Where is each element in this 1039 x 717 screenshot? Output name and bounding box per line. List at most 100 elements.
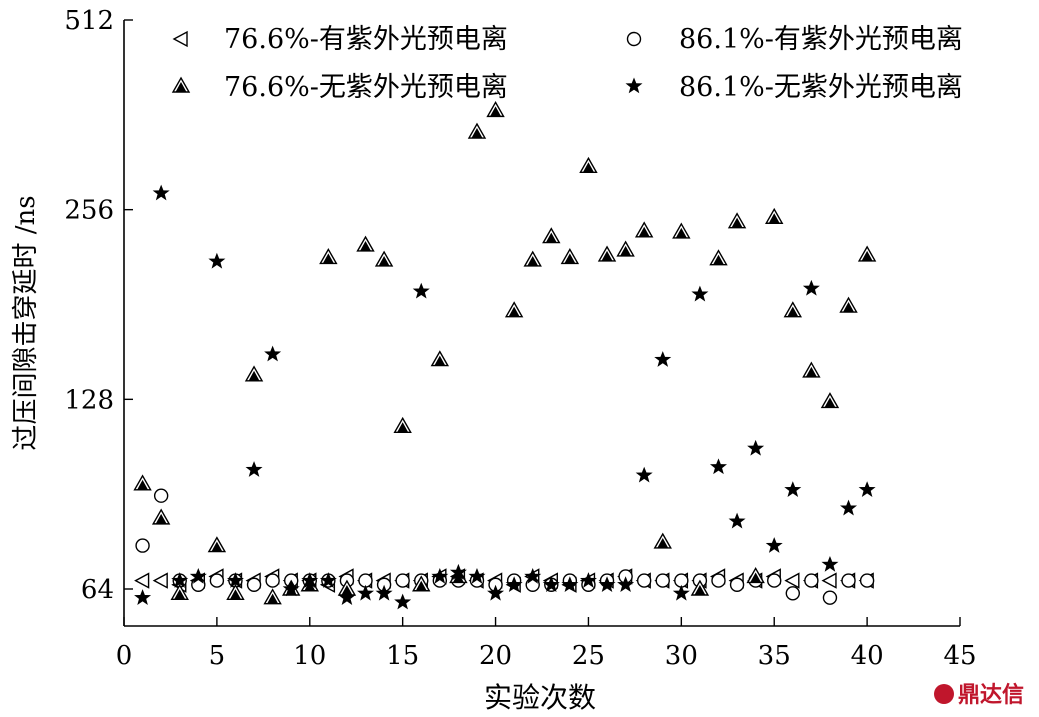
data-point [356,236,375,252]
data-point [654,533,672,549]
data-point [505,301,523,318]
data-point [784,481,802,497]
data-point [822,590,838,605]
data-point [525,577,540,592]
series-2 [135,488,875,605]
data-point [263,588,282,605]
data-point [635,466,653,483]
legend-label-3: 76.6%-无紫外光预电离 [224,72,508,103]
data-point [729,577,745,592]
legend-label-4: 86.1%-无紫外光预电离 [679,72,963,103]
legend-item-1: 76.6%-有紫外光预电离 [173,24,508,55]
legend-label-1: 76.6%-有紫外光预电离 [224,24,508,55]
data-point [785,572,800,589]
data-point [691,285,709,302]
x-tick-label: 15 [386,641,419,671]
data-point [654,351,672,367]
data-point [375,251,393,267]
x-tick-label: 30 [665,641,698,671]
data-point [709,458,727,475]
data-point [134,572,150,589]
data-point [598,246,616,262]
data-point [209,573,225,588]
data-point [468,123,486,139]
data-point [208,536,226,553]
legend-item-2: 86.1%-有紫外光预电离 [626,24,963,55]
x-axis-label: 实验次数 [484,681,596,714]
data-point [579,157,598,173]
data-point [616,241,635,257]
data-point [747,439,765,456]
series-4 [134,184,876,610]
data-point [246,577,262,592]
data-point [265,573,280,588]
data-point [841,573,856,588]
data-point [431,350,449,367]
legend-item-3: 76.6%-无紫外光预电离 [172,72,508,103]
data-point [821,392,839,409]
x-tick-label: 25 [572,641,605,671]
data-point [785,586,800,601]
data-point [133,475,152,491]
data-point [840,499,858,516]
data-point [412,282,430,299]
data-point [245,461,263,477]
y-ticks: 64 128 256 512 [64,6,133,605]
data-point [804,573,819,588]
data-point [709,250,728,266]
data-point [152,509,170,525]
data-point [672,223,691,239]
data-point [802,362,821,378]
data-point [859,573,875,588]
data-point [784,301,802,318]
data-point [765,537,783,553]
y-tick-label: 512 [64,6,114,36]
legend: 76.6%-有紫外光预电离 86.1%-有紫外光预电离 76.6%-无紫外光预电… [172,24,963,103]
y-tick-label: 256 [64,196,114,226]
data-point [728,512,746,529]
y-tick-label: 128 [64,385,114,415]
data-point [524,251,542,267]
data-point [655,573,670,588]
watermark-icon [934,684,954,704]
data-point [858,481,876,497]
data-point [767,573,782,588]
x-tick-label: 0 [116,641,133,671]
legend-item-4: 86.1%-无紫外光预电离 [625,72,963,103]
data-points [133,101,876,610]
data-point [264,345,282,362]
data-point [711,573,726,588]
x-tick-label: 10 [293,641,326,671]
data-point [765,208,783,224]
data-point [152,184,170,201]
data-point [636,573,652,588]
y-tick-label: 64 [81,575,114,605]
data-point [208,252,226,269]
data-point [135,538,150,553]
data-point [802,279,820,296]
data-point [542,227,560,244]
x-tick-label: 5 [209,641,226,671]
data-point [191,577,206,592]
series-3 [133,101,876,605]
watermark-text: 鼎达信 [958,682,1024,708]
x-tick-label: 40 [851,641,884,671]
x-tick-label: 45 [943,641,976,671]
data-point [153,572,168,589]
data-point [858,246,876,262]
x-tick-label: 20 [479,641,512,671]
data-point [822,572,837,589]
data-point [821,555,839,572]
data-point [395,573,410,588]
data-point [394,593,412,610]
watermark-logo: 鼎达信 [934,682,1024,708]
data-point [245,366,263,382]
data-point [393,417,412,433]
data-point [134,589,152,605]
y-axis-label: 过压间隙击穿延时 /ns [11,195,41,450]
data-point [561,248,579,265]
data-point [319,248,338,265]
data-point [728,212,746,229]
data-point [839,297,858,313]
legend-label-2: 86.1%-有紫外光预电离 [679,24,963,55]
